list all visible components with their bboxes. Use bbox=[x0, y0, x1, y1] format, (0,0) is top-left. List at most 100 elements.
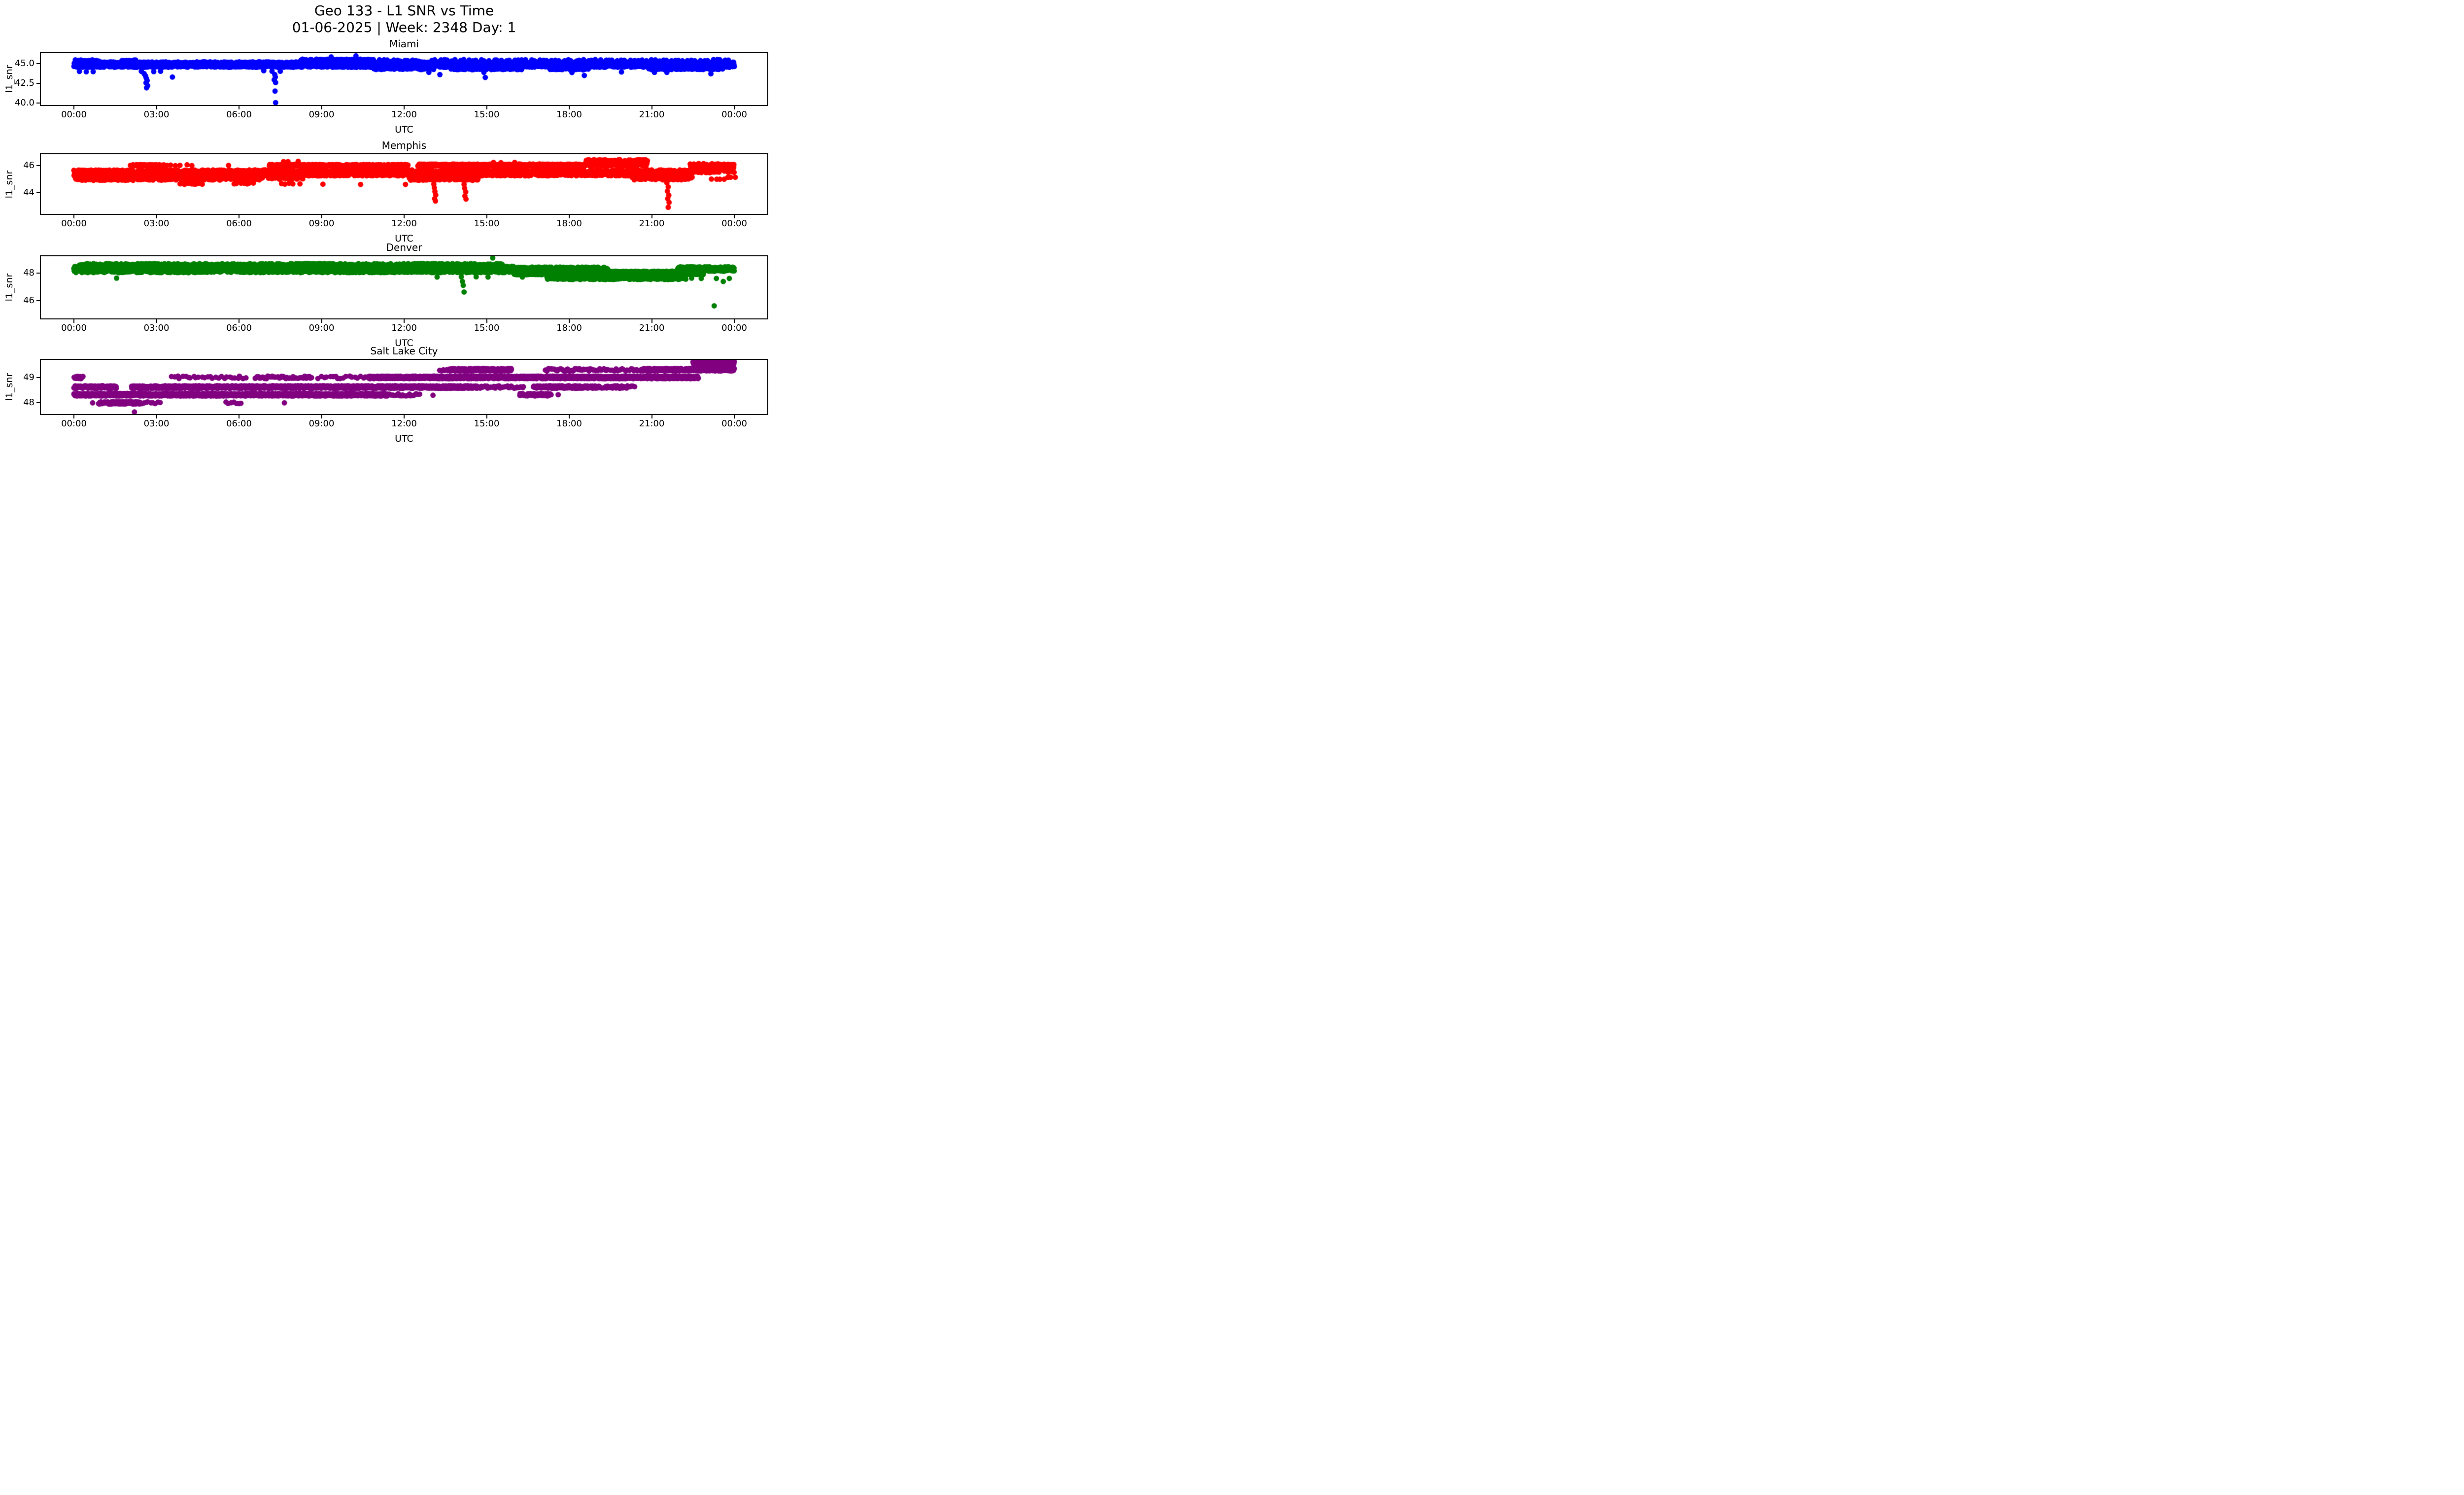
x-tick-salt-lake-city bbox=[569, 415, 570, 418]
x-tick-label-miami: 12:00 bbox=[391, 109, 417, 120]
plot-area-salt-lake-city bbox=[40, 359, 768, 415]
x-tick-label-salt-lake-city: 00:00 bbox=[721, 418, 747, 429]
x-tick-memphis bbox=[239, 215, 240, 218]
x-tick-label-denver: 12:00 bbox=[391, 323, 417, 333]
figure-subtitle: 01-06-2025 | Week: 2348 Day: 1 bbox=[292, 19, 516, 35]
x-tick-denver bbox=[156, 319, 157, 323]
x-tick-memphis bbox=[569, 215, 570, 218]
y-tick-salt-lake-city bbox=[36, 377, 40, 378]
x-tick-memphis bbox=[734, 215, 735, 218]
x-tick-denver bbox=[486, 319, 487, 323]
x-tick-label-denver: 03:00 bbox=[143, 323, 170, 333]
y-tick-label-salt-lake-city: 49 bbox=[23, 372, 34, 382]
x-tick-label-memphis: 18:00 bbox=[556, 218, 582, 229]
y-tick-denver bbox=[36, 272, 40, 274]
x-tick-label-salt-lake-city: 00:00 bbox=[61, 418, 87, 429]
x-tick-salt-lake-city bbox=[734, 415, 735, 418]
x-tick-denver bbox=[734, 319, 735, 323]
x-tick-miami bbox=[404, 106, 405, 109]
plot-area-memphis bbox=[40, 153, 768, 215]
y-tick-salt-lake-city bbox=[36, 402, 40, 404]
y-axis-label-memphis: l1_snr bbox=[4, 170, 15, 198]
x-tick-miami bbox=[651, 106, 652, 109]
scatter-canvas-memphis bbox=[41, 154, 767, 214]
x-tick-label-memphis: 21:00 bbox=[639, 218, 665, 229]
y-axis-label-miami: l1_snr bbox=[4, 65, 15, 93]
x-tick-label-salt-lake-city: 09:00 bbox=[308, 418, 335, 429]
x-tick-miami bbox=[569, 106, 570, 109]
x-axis-label-denver: UTC bbox=[395, 338, 413, 348]
x-tick-denver bbox=[651, 319, 652, 323]
y-axis-label-denver: l1_snr bbox=[4, 273, 15, 302]
y-tick-label-miami: 40.0 bbox=[14, 97, 34, 108]
x-tick-miami bbox=[321, 106, 322, 109]
x-tick-label-salt-lake-city: 06:00 bbox=[226, 418, 252, 429]
y-tick-label-denver: 48 bbox=[23, 267, 34, 278]
x-tick-label-denver: 18:00 bbox=[556, 323, 582, 333]
figure: Geo 133 - L1 SNR vs Time 01-06-2025 | We… bbox=[0, 0, 773, 444]
x-tick-memphis bbox=[156, 215, 157, 218]
x-tick-label-denver: 00:00 bbox=[61, 323, 87, 333]
x-tick-salt-lake-city bbox=[321, 415, 322, 418]
subplot-title-salt-lake-city: Salt Lake City bbox=[370, 345, 438, 357]
y-tick-miami bbox=[36, 83, 40, 84]
x-tick-label-denver: 00:00 bbox=[721, 323, 747, 333]
x-tick-label-denver: 21:00 bbox=[639, 323, 665, 333]
x-tick-label-memphis: 06:00 bbox=[226, 218, 252, 229]
x-axis-label-memphis: UTC bbox=[395, 233, 413, 244]
x-tick-label-memphis: 15:00 bbox=[474, 218, 500, 229]
x-tick-salt-lake-city bbox=[486, 415, 487, 418]
y-tick-miami bbox=[36, 63, 40, 65]
scatter-canvas-salt-lake-city bbox=[41, 360, 767, 414]
scatter-canvas-miami bbox=[41, 53, 767, 105]
y-tick-label-denver: 46 bbox=[23, 295, 34, 306]
subplot-title-memphis: Memphis bbox=[381, 139, 427, 151]
x-tick-denver bbox=[404, 319, 405, 323]
x-tick-miami bbox=[73, 106, 74, 109]
x-tick-denver bbox=[569, 319, 570, 323]
x-axis-label-salt-lake-city: UTC bbox=[395, 433, 413, 444]
x-tick-label-memphis: 03:00 bbox=[143, 218, 170, 229]
x-tick-label-miami: 03:00 bbox=[143, 109, 170, 120]
x-tick-label-memphis: 00:00 bbox=[721, 218, 747, 229]
x-tick-denver bbox=[321, 319, 322, 323]
x-tick-salt-lake-city bbox=[404, 415, 405, 418]
x-tick-label-miami: 18:00 bbox=[556, 109, 582, 120]
x-tick-denver bbox=[73, 319, 74, 323]
x-tick-label-memphis: 09:00 bbox=[308, 218, 335, 229]
x-tick-label-memphis: 00:00 bbox=[61, 218, 87, 229]
x-tick-label-miami: 09:00 bbox=[308, 109, 335, 120]
x-tick-label-salt-lake-city: 12:00 bbox=[391, 418, 417, 429]
y-tick-label-memphis: 46 bbox=[23, 160, 34, 171]
x-tick-salt-lake-city bbox=[239, 415, 240, 418]
x-tick-label-memphis: 12:00 bbox=[391, 218, 417, 229]
x-tick-label-salt-lake-city: 15:00 bbox=[474, 418, 500, 429]
x-tick-label-miami: 21:00 bbox=[639, 109, 665, 120]
x-tick-memphis bbox=[486, 215, 487, 218]
x-tick-label-denver: 06:00 bbox=[226, 323, 252, 333]
x-tick-label-denver: 15:00 bbox=[474, 323, 500, 333]
x-tick-memphis bbox=[404, 215, 405, 218]
y-tick-miami bbox=[36, 102, 40, 104]
x-tick-miami bbox=[734, 106, 735, 109]
x-tick-miami bbox=[239, 106, 240, 109]
plot-area-denver bbox=[40, 255, 768, 319]
y-tick-denver bbox=[36, 300, 40, 301]
x-tick-label-denver: 09:00 bbox=[308, 323, 335, 333]
y-tick-label-salt-lake-city: 48 bbox=[23, 397, 34, 408]
plot-area-miami bbox=[40, 52, 768, 106]
x-tick-memphis bbox=[73, 215, 74, 218]
x-tick-label-miami: 00:00 bbox=[61, 109, 87, 120]
x-tick-label-salt-lake-city: 21:00 bbox=[639, 418, 665, 429]
x-tick-label-miami: 00:00 bbox=[721, 109, 747, 120]
x-tick-salt-lake-city bbox=[651, 415, 652, 418]
y-tick-label-miami: 45.0 bbox=[14, 58, 34, 69]
x-axis-label-miami: UTC bbox=[395, 124, 413, 135]
x-tick-salt-lake-city bbox=[156, 415, 157, 418]
y-tick-memphis bbox=[36, 165, 40, 166]
subplot-title-miami: Miami bbox=[389, 38, 419, 50]
x-tick-salt-lake-city bbox=[73, 415, 74, 418]
x-tick-miami bbox=[486, 106, 487, 109]
x-tick-miami bbox=[156, 106, 157, 109]
x-tick-memphis bbox=[321, 215, 322, 218]
